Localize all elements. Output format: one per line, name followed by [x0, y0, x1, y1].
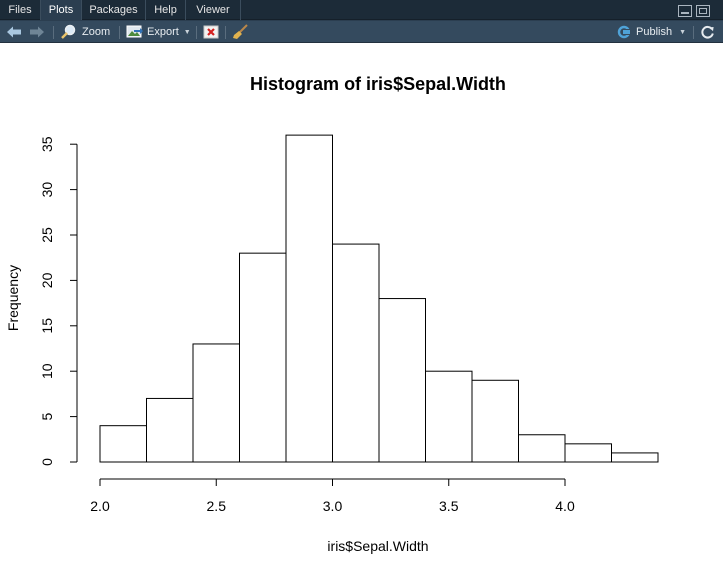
- histogram-bar: [564, 443, 612, 463]
- x-axis-label: iris$Sepal.Width: [327, 538, 428, 554]
- chevron-down-icon: ▼: [679, 28, 687, 36]
- arrow-right-icon: [30, 26, 44, 38]
- export-label: Export: [147, 26, 179, 38]
- publish-label: Publish: [636, 26, 673, 38]
- histogram-chart: Histogram of iris$Sepal.Width iris$Sepal…: [5, 74, 659, 554]
- forward-button[interactable]: [29, 21, 45, 43]
- tab-packages[interactable]: Packages: [82, 0, 146, 20]
- tab-plots[interactable]: Plots: [41, 0, 82, 20]
- toolbar-separator: [119, 26, 120, 39]
- histogram-bar: [332, 243, 380, 463]
- y-tick-label: 35: [39, 136, 55, 152]
- y-tick-label: 0: [39, 458, 55, 466]
- histogram-bar: [239, 252, 287, 463]
- histogram-bar: [425, 370, 473, 463]
- toolbar-separator: [225, 26, 226, 39]
- x-tick-label: 2.0: [90, 498, 110, 514]
- y-axis-label: Frequency: [5, 265, 21, 331]
- export-image-icon: [126, 25, 143, 38]
- x-tick-label: 3.5: [439, 498, 459, 514]
- zoom-label: Zoom: [82, 26, 111, 38]
- histogram-bar: [378, 298, 426, 463]
- back-button[interactable]: [6, 21, 22, 43]
- broom-icon: [233, 24, 248, 39]
- x-tick-label: 3.0: [323, 498, 343, 514]
- y-tick-label: 20: [39, 272, 55, 288]
- y-tick-label: 5: [39, 412, 55, 420]
- x-tick-label: 4.0: [555, 498, 575, 514]
- tab-files[interactable]: Files: [0, 0, 41, 20]
- plot-viewport: Histogram of iris$Sepal.Width iris$Sepal…: [0, 43, 723, 574]
- minimize-pane-button[interactable]: [678, 5, 692, 17]
- histogram-bar: [146, 397, 194, 463]
- tab-help[interactable]: Help: [146, 0, 186, 20]
- plots-toolbar: Zoom Export ▼ Publish ▼: [0, 21, 723, 43]
- histogram-bar: [192, 343, 240, 463]
- y-tick-label: 10: [39, 363, 55, 379]
- clear-all-plots-button[interactable]: [232, 21, 249, 43]
- magnifier-icon: [61, 24, 76, 39]
- histogram-bar: [471, 379, 519, 463]
- histogram-bar: [99, 425, 147, 463]
- y-tick-label: 15: [39, 318, 55, 334]
- y-tick-label: 25: [39, 227, 55, 243]
- pane-tab-bar: Files Plots Packages Help Viewer: [0, 0, 723, 20]
- delete-plot-icon: [203, 25, 219, 39]
- x-tick-label: 2.5: [207, 498, 227, 514]
- refresh-button[interactable]: [700, 21, 715, 43]
- toolbar-separator: [196, 26, 197, 39]
- chevron-down-icon: ▼: [183, 28, 191, 36]
- zoom-button[interactable]: Zoom: [60, 21, 110, 43]
- tab-viewer[interactable]: Viewer: [186, 0, 241, 20]
- export-button[interactable]: Export ▼: [126, 21, 191, 43]
- toolbar-separator: [693, 26, 694, 39]
- refresh-icon: [701, 25, 714, 39]
- histogram-bar: [285, 134, 333, 463]
- histogram-bar: [518, 434, 566, 463]
- maximize-pane-button[interactable]: [696, 5, 710, 17]
- histogram-bar: [611, 452, 659, 463]
- publish-icon: [617, 25, 632, 39]
- chart-title: Histogram of iris$Sepal.Width: [250, 74, 506, 94]
- publish-button[interactable]: Publish ▼: [617, 21, 686, 43]
- y-tick-label: 30: [39, 182, 55, 198]
- toolbar-separator: [53, 26, 54, 39]
- arrow-left-icon: [7, 26, 21, 38]
- delete-plot-button[interactable]: [203, 21, 219, 43]
